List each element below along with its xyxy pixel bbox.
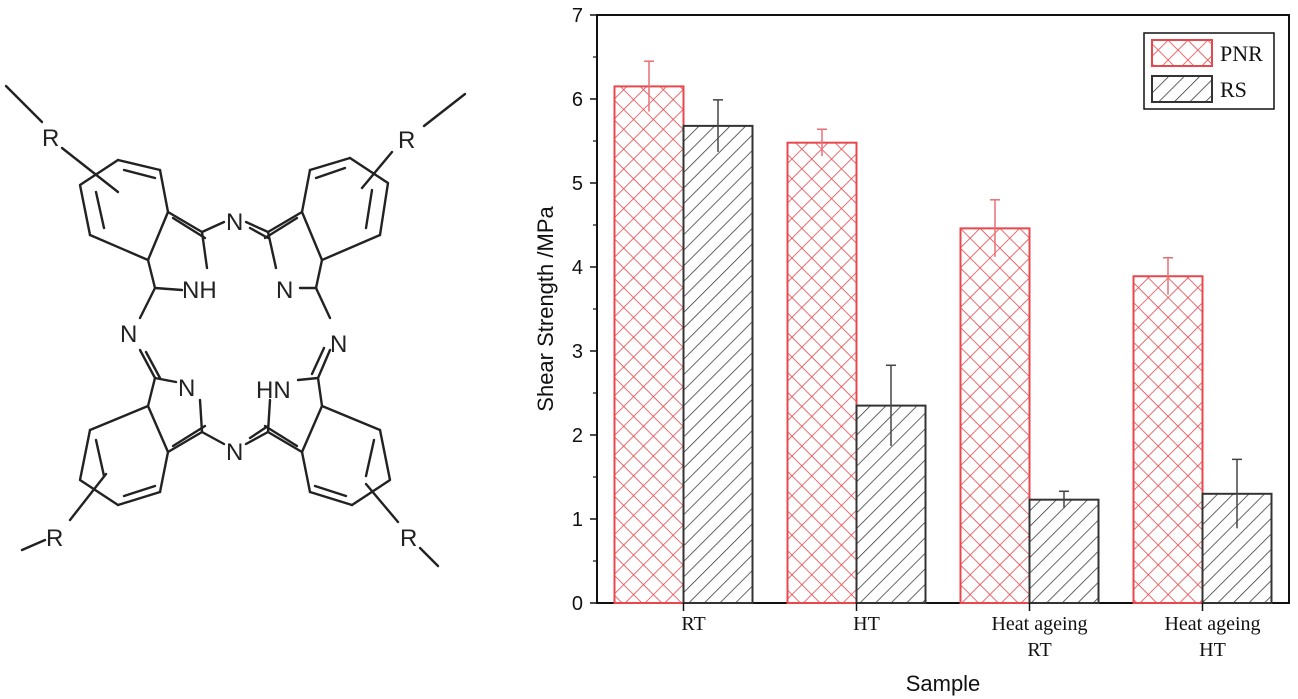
error-bars	[644, 60, 1242, 529]
bar-pnr-4	[1132, 275, 1204, 604]
atom-n-left: N	[120, 321, 137, 348]
atom-n-bottom: N	[226, 439, 243, 466]
y-tick-label: 3	[572, 341, 583, 363]
x-tick-label: Heat ageing	[1164, 613, 1260, 635]
atom-n-right: N	[330, 331, 347, 358]
x-tick-label: Heat ageing	[991, 613, 1087, 635]
y-tick-label: 7	[572, 5, 583, 27]
x-axis: RT HT Heat ageing RT Heat ageing HT	[681, 603, 1261, 661]
y-tick-label: 4	[572, 257, 583, 279]
atom-n-bottom-left: N	[178, 375, 195, 402]
atom-hn-bottom-right: HN	[256, 377, 291, 404]
atom-r-top-left: R	[42, 125, 59, 152]
x-tick-label: RT	[1027, 639, 1051, 661]
phthalocyanine-structure	[4, 84, 467, 568]
y-axis: 0 1 2 3 4 5 6 7	[572, 5, 597, 615]
bar-rs-1	[682, 124, 754, 604]
x-tick-label: HT	[853, 613, 880, 635]
atom-nh-top-left: NH	[182, 277, 217, 304]
bar-pnr-2	[786, 141, 858, 604]
bar-pnr-1	[613, 85, 685, 604]
bars	[613, 85, 1273, 605]
y-axis-label: Shear Strength /MPa	[533, 206, 558, 412]
y-tick-label: 0	[572, 593, 583, 615]
y-tick-label: 6	[572, 89, 583, 111]
legend-label-rs: RS	[1220, 77, 1247, 102]
atom-r-bottom-right: R	[400, 525, 417, 552]
meso-bridges	[138, 220, 332, 446]
atom-r-bottom-left: R	[46, 525, 63, 552]
y-tick-label: 2	[572, 425, 583, 447]
atom-n-top: N	[226, 209, 243, 236]
y-tick-label: 5	[572, 173, 583, 195]
bar-rs-3	[1028, 498, 1100, 604]
isoindole-bottom-right	[263, 376, 392, 507]
atom-n-top-right: N	[276, 277, 293, 304]
x-axis-label: Sample	[906, 671, 981, 696]
substituent-bonds	[4, 84, 467, 568]
legend: PNR RS	[1143, 32, 1275, 110]
isoindole-top-right	[263, 156, 390, 290]
legend-label-pnr: PNR	[1220, 41, 1263, 66]
isoindole-bottom-left	[78, 376, 207, 507]
x-tick-label: HT	[1199, 639, 1226, 661]
legend-swatch-pnr	[1151, 39, 1213, 67]
bar-pnr-3	[959, 227, 1031, 605]
legend-swatch-rs	[1151, 75, 1213, 103]
y-tick-label: 1	[572, 509, 583, 531]
x-tick-label: RT	[681, 613, 705, 635]
isoindole-top-left	[78, 158, 209, 292]
atom-r-top-right: R	[398, 127, 415, 154]
atom-labels: R R R R N N N N NH N N HN	[42, 125, 417, 552]
